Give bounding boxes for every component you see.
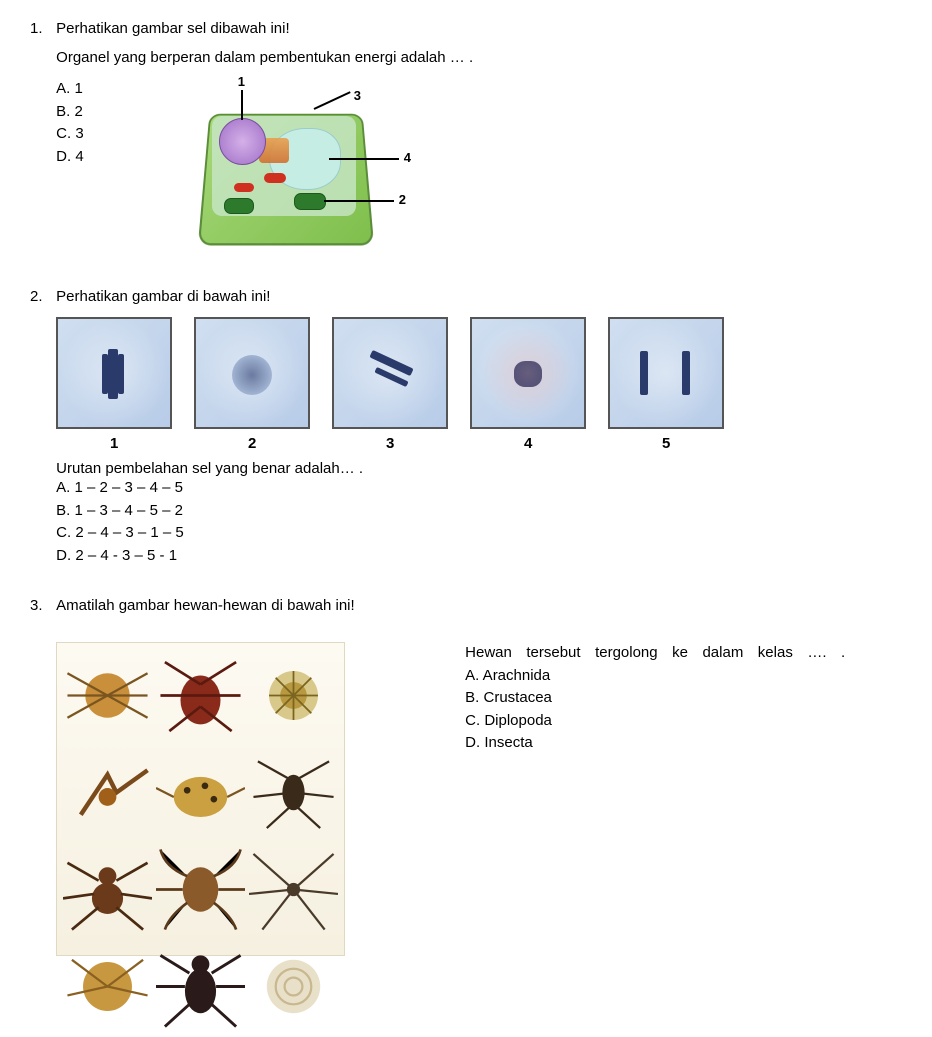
q2-opt-a: A. 1 – 2 – 3 – 4 – 5 [56, 477, 896, 500]
spider-icon [156, 649, 245, 742]
q2-body: Perhatikan gambar di bawah ini! [56, 288, 896, 567]
q1-body: Perhatikan gambar sel dibawah ini! Organ… [56, 20, 896, 258]
q3-opt-a: A. Arachnida [465, 665, 845, 688]
mitosis-num-2: 2 [194, 435, 310, 452]
spider-icon [63, 940, 152, 1033]
q1-opt-a: A. 1 [56, 78, 84, 101]
spider-icon [249, 746, 338, 839]
q1-opt-c: C. 3 [56, 123, 84, 146]
spider-icon [249, 940, 338, 1033]
q2-prompt: Perhatikan gambar di bawah ini! [56, 288, 896, 305]
spider-icon [249, 649, 338, 742]
q1-options: A. 1 B. 2 C. 3 D. 4 [56, 78, 84, 168]
arachnid-illustration [56, 642, 345, 956]
q3-number: 3. [30, 597, 52, 614]
q3-row: Hewan tersebut tergolong ke dalam kelas … [56, 642, 896, 956]
mitosis-images [56, 317, 896, 429]
spider-icon [156, 843, 245, 936]
mitosis-2 [194, 317, 310, 429]
mitosis-num-3: 3 [332, 435, 448, 452]
spider-icon [63, 746, 152, 839]
q2-opt-d: D. 2 – 4 - 3 – 5 - 1 [56, 545, 896, 568]
q3-right: Hewan tersebut tergolong ke dalam kelas … [465, 642, 845, 755]
cell-label-2: 2 [399, 192, 406, 207]
question-3: 3. Amatilah gambar hewan-hewan di bawah … [30, 597, 902, 956]
mitosis-4 [470, 317, 586, 429]
q3-text: Hewan tersebut tergolong ke dalam kelas … [465, 642, 845, 665]
q1-number: 1. [30, 20, 52, 37]
q2-opt-c: C. 2 – 4 – 3 – 1 – 5 [56, 522, 896, 545]
mitosis-num-5: 5 [608, 435, 724, 452]
spider-icon [249, 843, 338, 936]
spider-icon [156, 746, 245, 839]
q1-row: A. 1 B. 2 C. 3 D. 4 1 3 [56, 78, 896, 258]
mitosis-num-4: 4 [470, 435, 586, 452]
spider-icon [63, 649, 152, 742]
q3-prompt: Amatilah gambar hewan-hewan di bawah ini… [56, 597, 896, 614]
q2-options: A. 1 – 2 – 3 – 4 – 5 B. 1 – 3 – 4 – 5 – … [56, 477, 896, 567]
question-1: 1. Perhatikan gambar sel dibawah ini! Or… [30, 20, 902, 258]
q3-opt-d: D. Insecta [465, 732, 845, 755]
mitosis-1 [56, 317, 172, 429]
mitosis-5 [608, 317, 724, 429]
mitosis-num-1: 1 [56, 435, 172, 452]
cell-diagram: 1 3 4 2 [164, 78, 444, 258]
q3-options: A. Arachnida B. Crustacea C. Diplopoda D… [465, 665, 845, 755]
spider-icon [63, 843, 152, 936]
q2-number: 2. [30, 288, 52, 305]
question-2: 2. Perhatikan gambar di bawah ini! [30, 288, 902, 567]
mitosis-3 [332, 317, 448, 429]
cell-label-3: 3 [354, 88, 361, 103]
q1-prompt: Perhatikan gambar sel dibawah ini! [56, 20, 896, 37]
cell-label-4: 4 [404, 150, 411, 165]
q1-opt-d: D. 4 [56, 146, 84, 169]
cell-label-1: 1 [238, 74, 245, 89]
q3-opt-c: C. Diplopoda [465, 710, 845, 733]
mitosis-numbers: 1 2 3 4 5 [56, 435, 896, 452]
q1-opt-b: B. 2 [56, 101, 84, 124]
spider-icon [156, 940, 245, 1033]
q2-opt-b: B. 1 – 3 – 4 – 5 – 2 [56, 500, 896, 523]
q1-subprompt: Organel yang berperan dalam pembentukan … [56, 49, 896, 66]
q3-opt-b: B. Crustacea [465, 687, 845, 710]
q3-body: Amatilah gambar hewan-hewan di bawah ini… [56, 597, 896, 956]
q2-subprompt: Urutan pembelahan sel yang benar adalah…… [56, 460, 896, 477]
